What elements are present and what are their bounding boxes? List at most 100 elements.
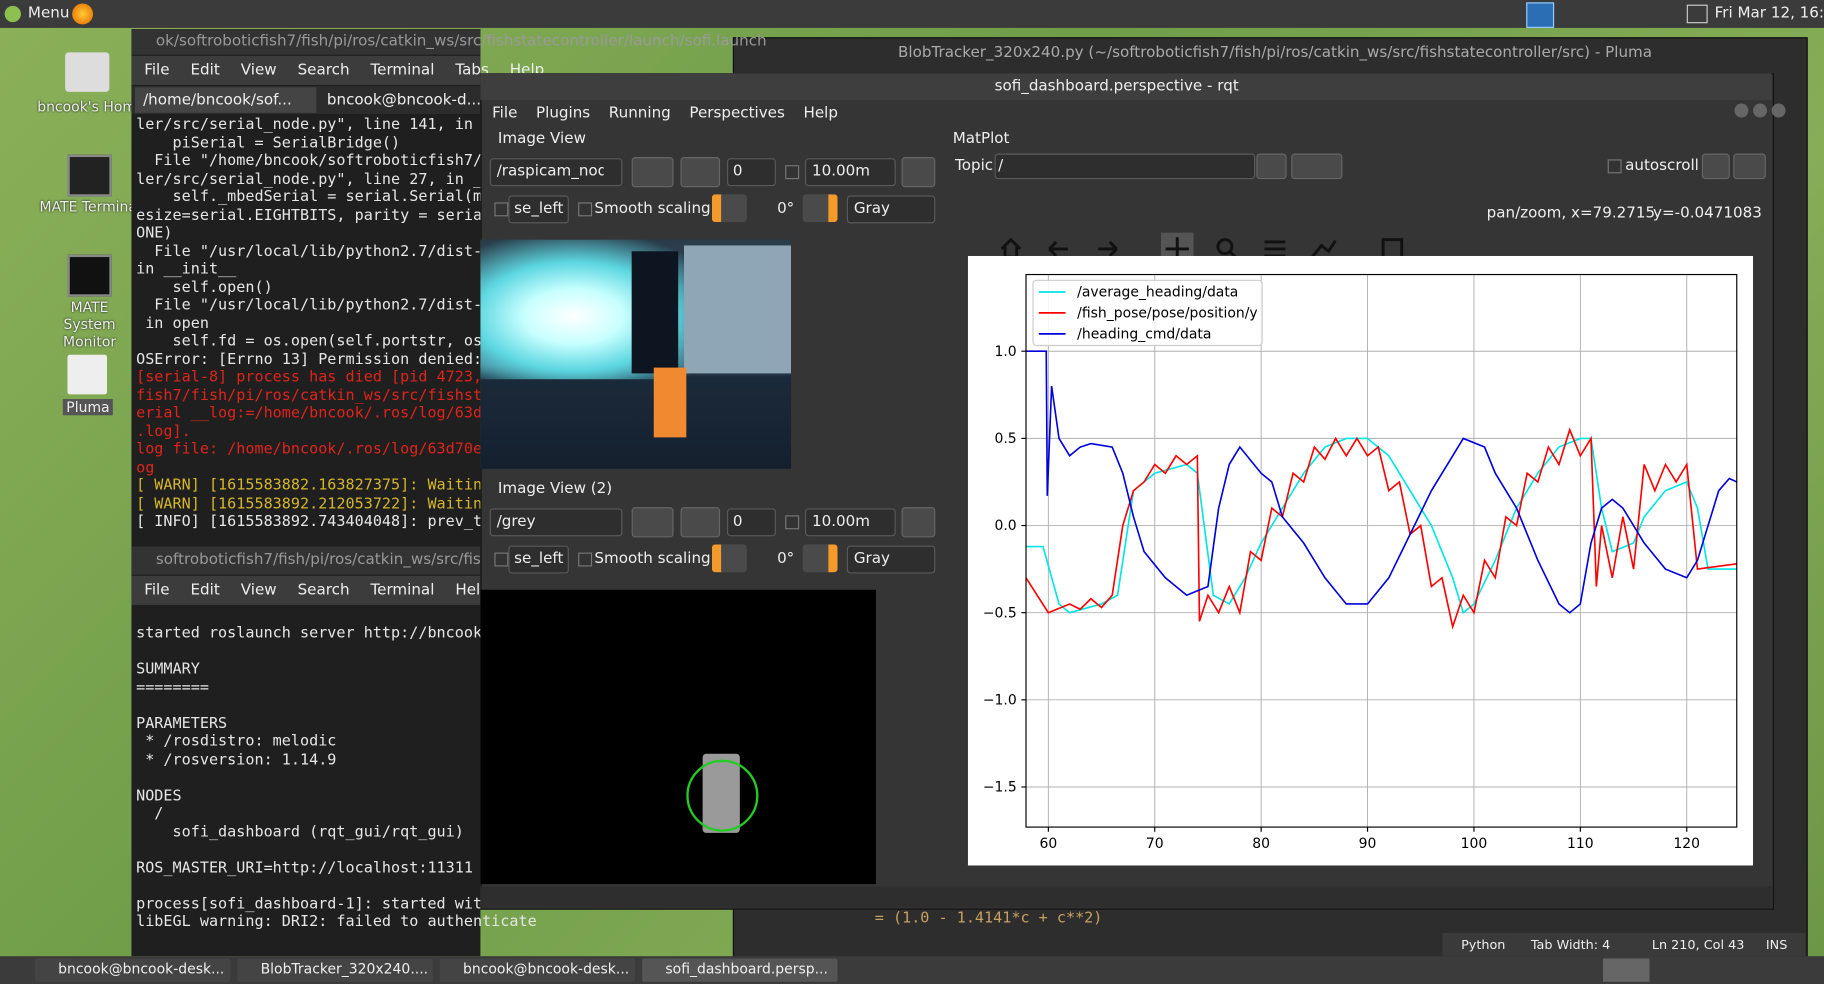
checkbox[interactable] bbox=[494, 202, 509, 217]
terminal-line: PARAMETERS bbox=[136, 714, 228, 733]
task-label[interactable]: bncook@bncook-desk... bbox=[58, 960, 225, 978]
menu-item[interactable]: Terminal bbox=[370, 581, 435, 600]
topic-combo-text[interactable]: /grey bbox=[496, 513, 536, 531]
topic-input[interactable] bbox=[994, 153, 1256, 180]
menu-item[interactable]: Help bbox=[803, 104, 838, 123]
menu-item[interactable]: View bbox=[240, 61, 277, 80]
size-box[interactable] bbox=[804, 508, 896, 537]
status-item[interactable]: Python bbox=[1461, 937, 1506, 953]
tab-label[interactable]: bncook@bncook-d... bbox=[326, 91, 482, 110]
window-controls-icon[interactable] bbox=[1734, 102, 1788, 118]
window-controls[interactable] bbox=[1710, 79, 1787, 118]
colormap-text[interactable]: Gray bbox=[853, 200, 890, 218]
topic-combo[interactable] bbox=[489, 158, 623, 187]
tray-icon[interactable] bbox=[1526, 2, 1555, 28]
terminal-window bbox=[131, 29, 481, 547]
autoscroll-label[interactable]: autoscroll bbox=[1625, 157, 1699, 175]
tab[interactable] bbox=[134, 87, 317, 113]
rotate-left[interactable] bbox=[711, 544, 747, 573]
remove-button[interactable] bbox=[1291, 153, 1343, 180]
task-button[interactable] bbox=[237, 958, 433, 982]
save-button[interactable] bbox=[901, 157, 936, 188]
task-button[interactable] bbox=[642, 958, 838, 982]
pluma-icon[interactable] bbox=[67, 354, 108, 395]
pause-button[interactable] bbox=[1701, 153, 1730, 180]
desktop-icon-label[interactable]: Pluma bbox=[62, 399, 114, 416]
doorway bbox=[631, 251, 679, 374]
menu-item[interactable]: Terminal bbox=[370, 61, 435, 80]
rotate-right[interactable] bbox=[802, 194, 838, 223]
menu-item[interactable]: Edit bbox=[190, 581, 220, 600]
checkbox[interactable] bbox=[578, 552, 593, 567]
menu-icon[interactable] bbox=[4, 5, 21, 23]
menu-item[interactable]: Plugins bbox=[535, 104, 591, 123]
checkbox[interactable] bbox=[785, 515, 800, 530]
workspace-switcher[interactable] bbox=[1602, 958, 1650, 982]
task-button[interactable] bbox=[439, 958, 636, 982]
menu-item[interactable]: Search bbox=[297, 581, 350, 600]
menu-item[interactable]: Edit bbox=[190, 61, 220, 80]
menu-item[interactable]: File bbox=[144, 581, 170, 600]
firefox-icon[interactable] bbox=[72, 3, 94, 25]
home-icon[interactable] bbox=[65, 52, 110, 92]
mirror-text[interactable]: se_left bbox=[514, 550, 564, 568]
task-button[interactable] bbox=[34, 958, 231, 982]
menu-item[interactable]: File bbox=[144, 61, 170, 80]
grey-image bbox=[480, 589, 876, 885]
menu-button[interactable]: Menu bbox=[27, 4, 70, 23]
rotate-right[interactable] bbox=[802, 544, 838, 573]
desktop-icon-label[interactable]: MATE Terminal bbox=[39, 198, 141, 216]
colormap-combo[interactable] bbox=[846, 195, 936, 224]
smooth-label[interactable]: Smooth scaling bbox=[594, 550, 711, 568]
spin-box[interactable] bbox=[727, 508, 776, 537]
topic-input-text[interactable]: / bbox=[998, 157, 1004, 175]
size-text[interactable]: 10.00m bbox=[811, 162, 870, 181]
topic-combo-text[interactable]: /raspicam_node bbox=[496, 162, 604, 181]
desktop-icon-label[interactable]: bncook's Home bbox=[37, 98, 145, 116]
topic-combo[interactable] bbox=[489, 508, 623, 537]
colormap-text[interactable]: Gray bbox=[853, 550, 890, 568]
menu-item[interactable]: View bbox=[240, 581, 277, 600]
task-label[interactable]: bncook@bncook-desk... bbox=[462, 960, 630, 978]
terminal-line: fish7/fish/pi/ros/catkin_ws/src/fishst bbox=[136, 386, 483, 405]
terminal-icon[interactable] bbox=[67, 154, 112, 197]
spin-box[interactable] bbox=[727, 158, 776, 187]
task-label[interactable]: sofi_dashboard.persp... bbox=[665, 960, 828, 978]
mirror-box[interactable] bbox=[508, 195, 569, 224]
rotate-left[interactable] bbox=[711, 194, 747, 223]
add-button[interactable] bbox=[1256, 153, 1287, 180]
terminal-line: File "/usr/local/lib/python2.7/dist- bbox=[136, 296, 483, 315]
checkbox[interactable] bbox=[494, 552, 509, 567]
colormap-combo[interactable] bbox=[846, 545, 936, 574]
checkbox[interactable] bbox=[578, 202, 593, 217]
refresh-button[interactable] bbox=[631, 157, 674, 188]
mirror-box[interactable] bbox=[508, 545, 569, 574]
x-tick-label: 60 bbox=[1039, 836, 1057, 852]
zoom-button[interactable] bbox=[680, 157, 721, 188]
terminal-line: log file: /home/bncook/.ros/log/63d70e bbox=[136, 440, 483, 459]
spin-text[interactable]: 0 bbox=[732, 513, 743, 531]
menu-item[interactable]: Running bbox=[608, 104, 671, 123]
mirror-text[interactable]: se_left bbox=[514, 200, 564, 218]
smooth-label[interactable]: Smooth scaling bbox=[594, 200, 711, 218]
autoscroll-checkbox[interactable] bbox=[1607, 159, 1622, 174]
menu-item[interactable]: Search bbox=[297, 61, 350, 80]
zoom-button[interactable] bbox=[680, 507, 721, 538]
clear-button[interactable] bbox=[1733, 153, 1766, 180]
size-box[interactable] bbox=[804, 158, 896, 187]
size-text[interactable]: 10.00m bbox=[811, 513, 870, 531]
refresh-button[interactable] bbox=[631, 507, 674, 538]
clock[interactable]: Fri Mar 12, 16:21 bbox=[1714, 4, 1824, 23]
window-title: BlobTracker_320x240.py (~/softroboticfis… bbox=[898, 44, 1653, 62]
status-item[interactable]: Tab Width: 4 bbox=[1530, 937, 1611, 953]
task-label[interactable]: BlobTracker_320x240.... bbox=[260, 960, 429, 978]
menu-item[interactable]: File bbox=[492, 104, 518, 123]
save-button[interactable] bbox=[901, 507, 936, 538]
spin-text[interactable]: 0 bbox=[732, 162, 743, 181]
tab-label[interactable]: /home/bncook/sof... bbox=[143, 91, 292, 110]
desktop-icon-label[interactable]: MATE System Monitor bbox=[63, 298, 117, 351]
terminal-line: in open bbox=[136, 314, 209, 333]
checkbox[interactable] bbox=[785, 165, 800, 180]
monitor-icon[interactable] bbox=[67, 254, 112, 297]
menu-item[interactable]: Perspectives bbox=[689, 104, 785, 123]
